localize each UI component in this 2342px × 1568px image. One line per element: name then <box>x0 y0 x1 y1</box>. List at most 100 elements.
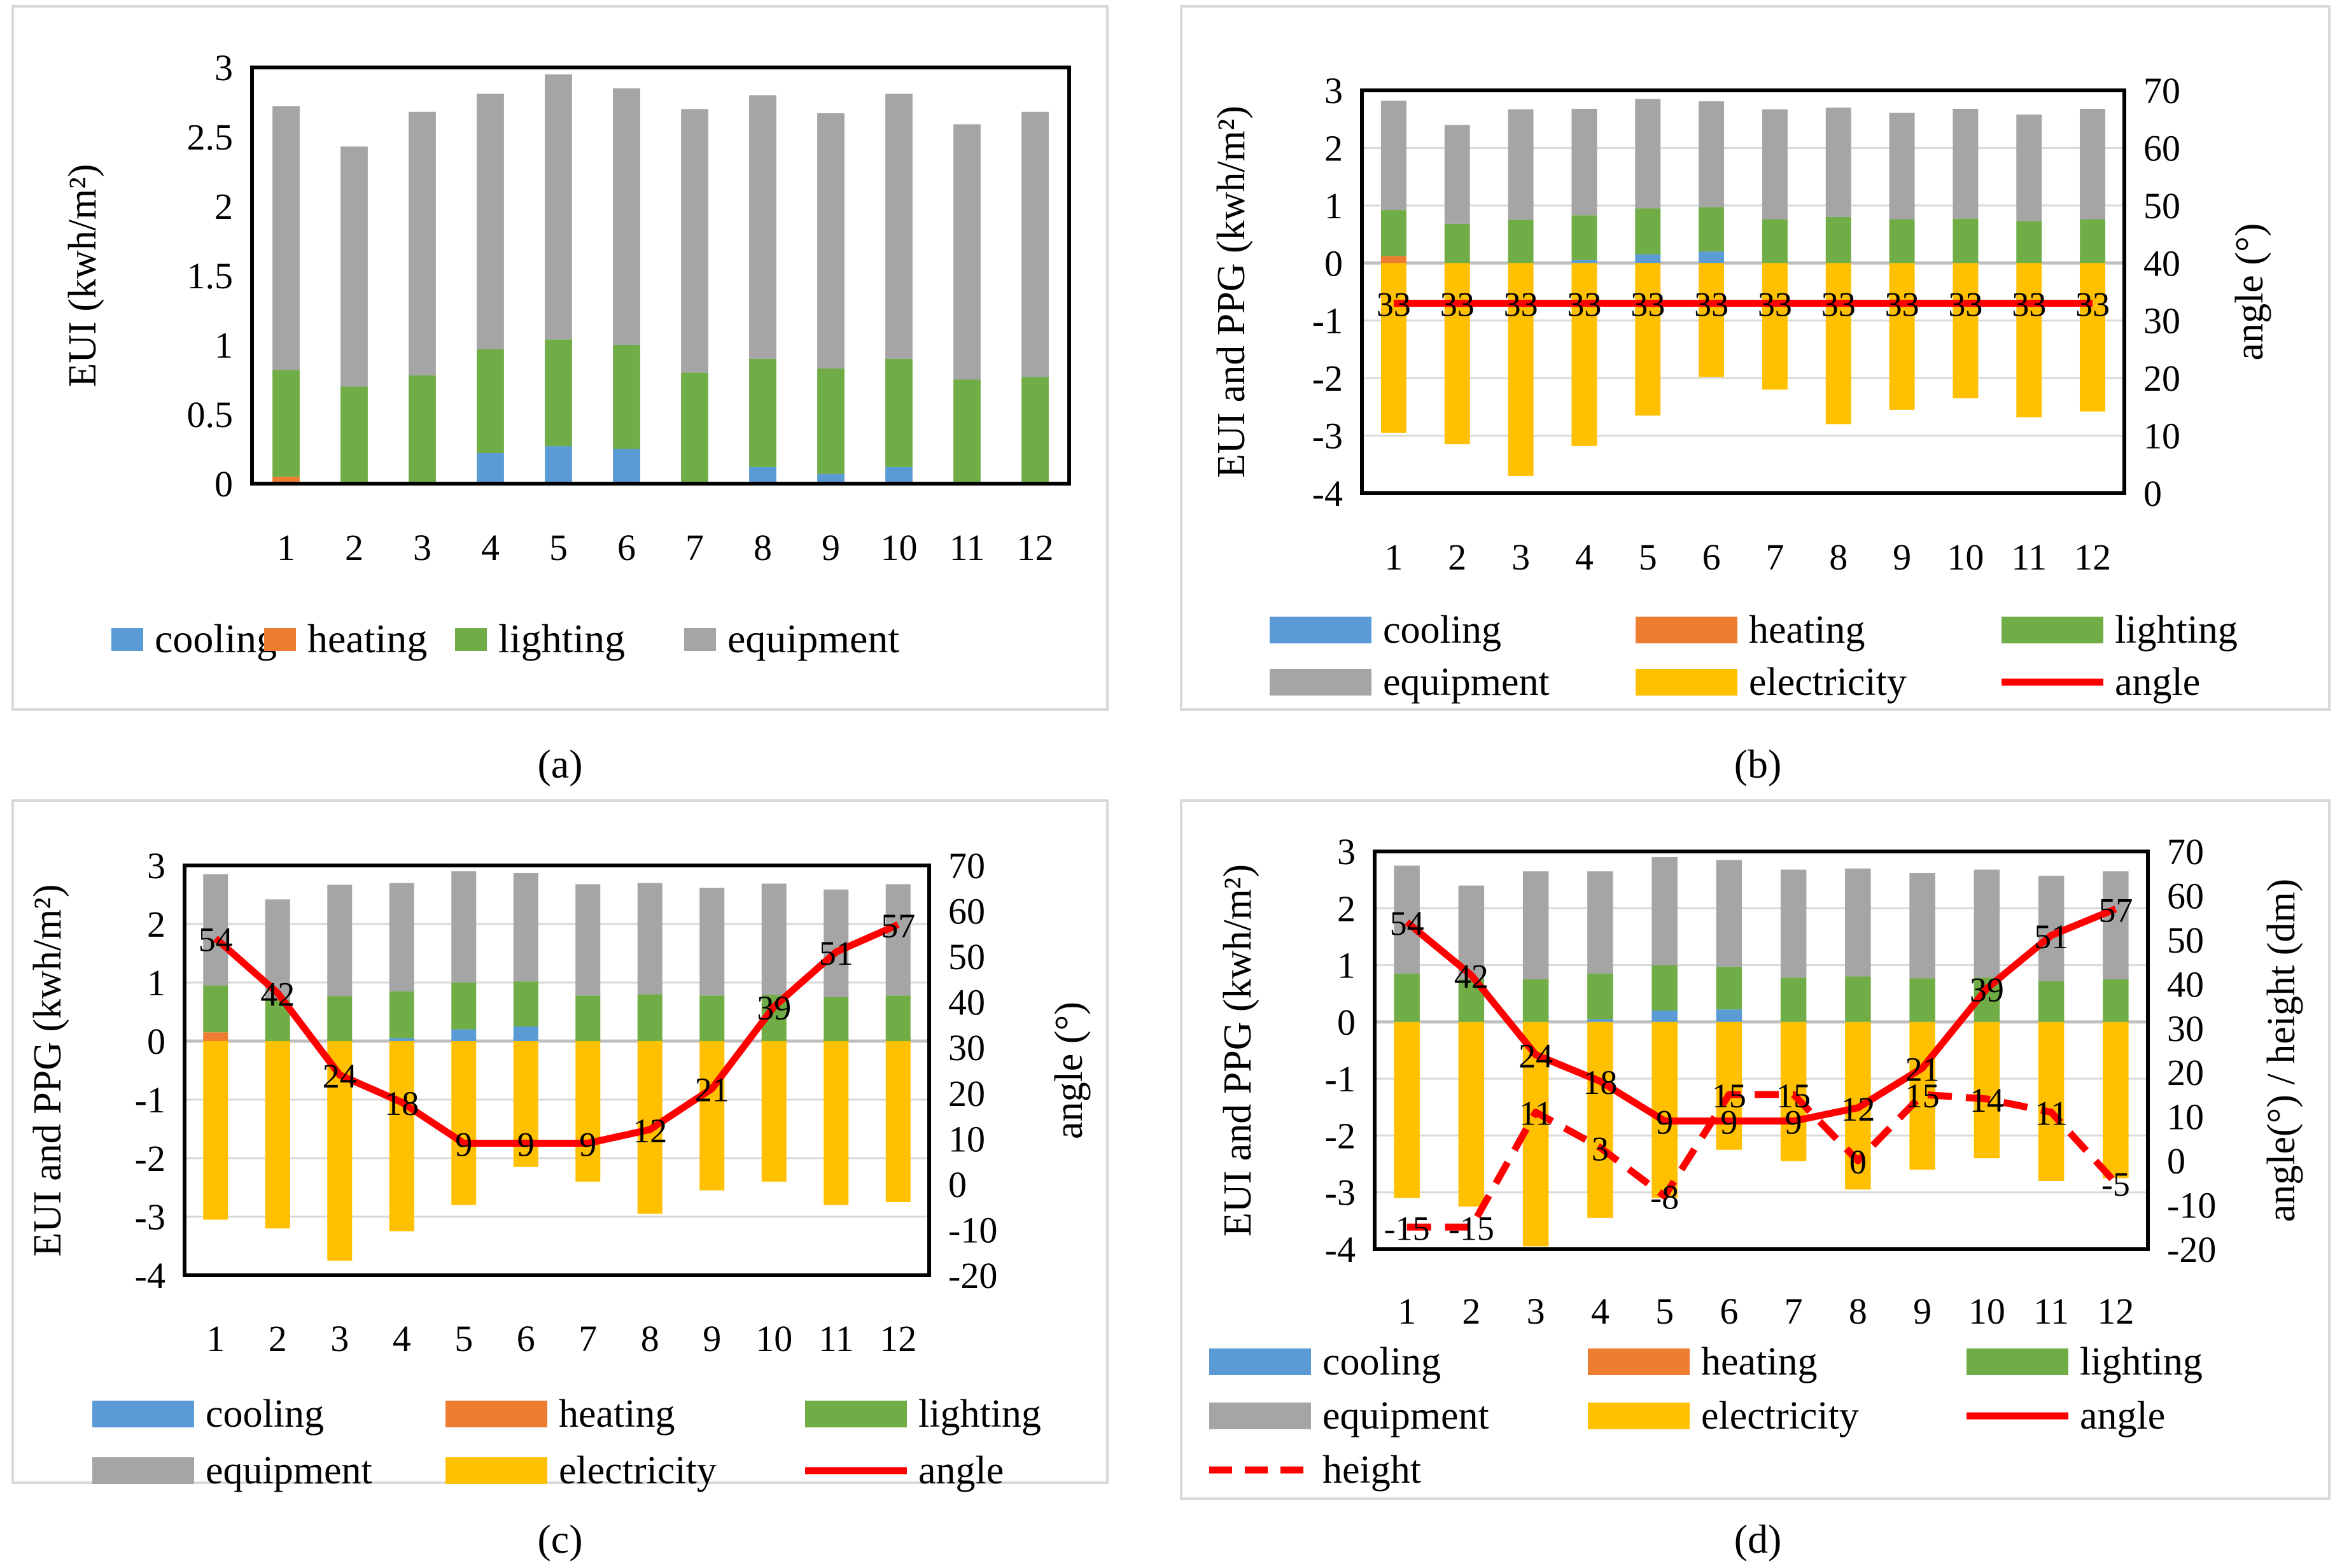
x-tick-label-b: 7 <box>1765 536 1784 578</box>
bar-cooling <box>545 446 572 484</box>
bar-equipment <box>272 106 300 370</box>
data-label-angle: 39 <box>1970 970 2004 1009</box>
bar-electricity <box>1380 263 1406 433</box>
bar-heating <box>272 477 300 484</box>
bar-electricity <box>1953 263 1979 398</box>
y2-tick-label-d: 0 <box>2167 1140 2185 1182</box>
y-tick-label-c: -1 <box>135 1079 165 1121</box>
series-line-height <box>1406 1091 2119 1231</box>
plot-frame-a <box>250 66 1071 486</box>
x-tick-label-b: 10 <box>1947 536 1984 578</box>
data-label-angle: 9 <box>1656 1103 1673 1142</box>
bar-lighting <box>327 996 353 1041</box>
y2-axis-label-c: angle (°) <box>1048 1002 1091 1139</box>
bar-lighting <box>389 991 414 1039</box>
data-label-height: 15 <box>1905 1077 1940 1115</box>
legend-swatch-equipment <box>1209 1403 1311 1429</box>
legend-swatch-heating <box>264 628 296 651</box>
y2-tick-label-d: 40 <box>2167 963 2204 1005</box>
bar-cooling <box>1651 1011 1678 1022</box>
legend-swatch-cooling <box>1209 1348 1311 1375</box>
legend-swatch-cooling <box>92 1401 194 1427</box>
y2-tick-label-b: 40 <box>2143 242 2180 284</box>
bar-lighting <box>575 995 601 1041</box>
bar-electricity <box>389 1041 414 1231</box>
bar-electricity <box>1651 1021 1678 1198</box>
y-tick-label-d: -2 <box>1325 1115 1356 1156</box>
panel-border-c <box>11 799 1109 1484</box>
x-tick-label-d: 8 <box>1849 1291 1867 1332</box>
bar-equipment <box>1587 871 1613 974</box>
bar-lighting <box>1651 965 1678 1011</box>
bar-equipment <box>1909 872 1935 979</box>
data-label-angle: 9 <box>517 1125 535 1163</box>
data-label-angle: 33 <box>2012 286 2046 324</box>
x-tick-label-a: 9 <box>822 527 840 568</box>
caption-a: (a) <box>537 741 582 787</box>
bar-lighting <box>203 985 228 1033</box>
x-tick-label-d: 10 <box>1968 1291 2005 1332</box>
bar-equipment <box>409 111 436 375</box>
bar-equipment <box>1444 125 1470 224</box>
data-label-angle: 33 <box>1630 286 1665 324</box>
y-axis-label-c: EUI and PPG (kwh/m²) <box>26 884 69 1256</box>
x-tick-label-b: 12 <box>2074 536 2111 578</box>
bar-heating <box>203 1032 228 1041</box>
y2-tick-label-b: 60 <box>2143 127 2180 169</box>
data-label-angle: 54 <box>1390 904 1424 942</box>
bar-cooling <box>613 449 640 484</box>
y-tick-label-b: 1 <box>1324 185 1343 227</box>
x-tick-label-d: 2 <box>1462 1291 1480 1332</box>
data-label-angle: 33 <box>2075 286 2110 324</box>
bar-heating <box>1380 256 1406 263</box>
y2-tick-label-c: 20 <box>948 1073 985 1114</box>
legend-label-cooling: cooling <box>1322 1340 1441 1383</box>
legend-swatch-equipment <box>684 628 716 651</box>
bar-lighting <box>953 379 981 484</box>
legend-swatch-lighting <box>2002 617 2103 643</box>
bar-lighting <box>2080 219 2106 263</box>
bar-electricity <box>1444 263 1470 445</box>
bar-electricity <box>1716 1021 1742 1150</box>
data-label-angle: 39 <box>757 989 791 1027</box>
y2-tick-label-b: 20 <box>2143 358 2180 399</box>
bar-lighting <box>885 995 911 1041</box>
bar-equipment <box>1699 101 1725 207</box>
y-tick-label-d: 2 <box>1337 888 1356 929</box>
x-tick-label-d: 3 <box>1527 1291 1545 1332</box>
bar-electricity <box>885 1041 911 1202</box>
bar-cooling <box>1587 1019 1613 1022</box>
bar-lighting <box>637 994 663 1041</box>
y-axis-label-a: EUI (kwh/m²) <box>61 164 104 388</box>
bar-electricity <box>824 1041 849 1205</box>
data-label-angle: 33 <box>1758 286 1792 324</box>
bar-equipment <box>1780 869 1807 978</box>
legend-label-height: height <box>1322 1448 1421 1492</box>
bar-equipment <box>824 889 849 997</box>
data-label-height: 0 <box>1849 1143 1867 1181</box>
data-label-height: -15 <box>1448 1209 1494 1247</box>
data-label-angle: 42 <box>260 975 295 1013</box>
bar-lighting <box>1587 973 1613 1019</box>
plot-frame-d <box>1373 850 2150 1251</box>
legend-label-electricity: electricity <box>1701 1394 1859 1438</box>
y2-tick-label-d: 10 <box>2167 1096 2204 1138</box>
x-tick-label-c: 2 <box>269 1318 287 1359</box>
x-tick-label-d: 7 <box>1785 1291 1803 1332</box>
bar-lighting <box>1021 377 1049 484</box>
y-tick-label-c: -3 <box>135 1196 165 1238</box>
y2-tick-label-b: 50 <box>2143 185 2180 227</box>
bar-cooling <box>389 1038 414 1041</box>
bar-cooling <box>885 466 913 484</box>
y-axis-label-d: EUI and PPG (kwh/m²) <box>1216 864 1259 1236</box>
x-tick-label-d: 5 <box>1655 1291 1674 1332</box>
data-label-height: 11 <box>2035 1095 2068 1133</box>
x-tick-label-c: 3 <box>330 1318 349 1359</box>
y2-tick-label-c: 50 <box>948 936 985 977</box>
legend-label-lighting: lighting <box>498 616 625 661</box>
data-label-angle: 57 <box>2098 891 2133 929</box>
y-tick-label-c: -4 <box>135 1255 165 1296</box>
bar-lighting <box>1780 977 1807 1022</box>
bar-lighting <box>699 995 725 1041</box>
